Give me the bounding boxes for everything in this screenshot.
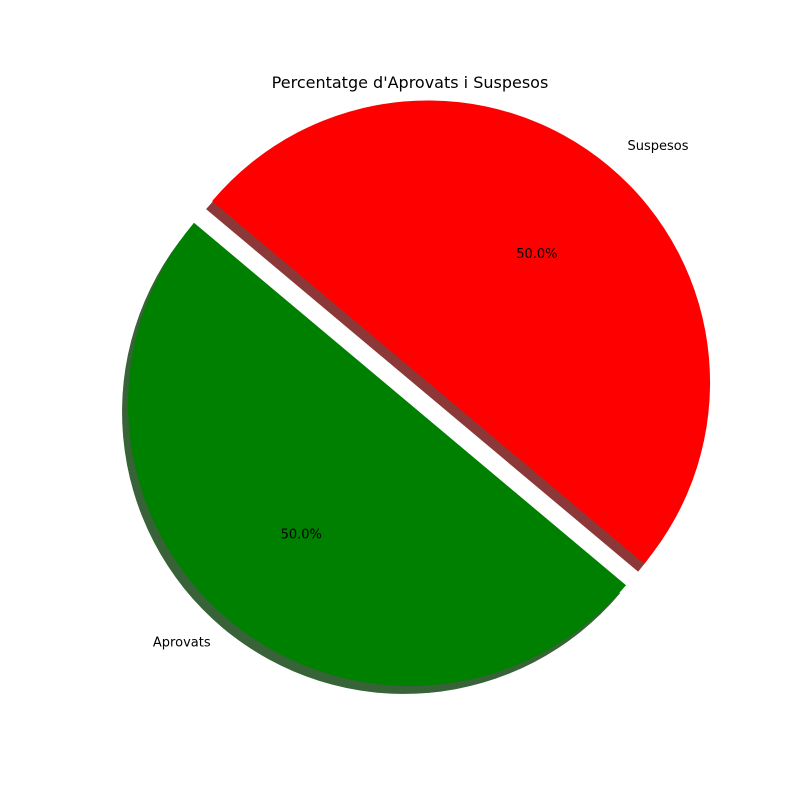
pie-slices <box>128 100 711 686</box>
category-label-suspesos: Suspesos <box>628 139 689 154</box>
category-label-aprovats: Aprovats <box>153 636 211 651</box>
percent-label-aprovats: 50.0% <box>281 528 322 543</box>
pie-labels: 50.0% Aprovats 50.0% Suspesos <box>153 139 689 651</box>
percent-label-suspesos: 50.0% <box>516 247 557 262</box>
slice-suspesos <box>212 100 711 564</box>
slice-aprovats <box>128 222 627 686</box>
chart-title: Percentatge d'Aprovats i Suspesos <box>272 73 549 92</box>
